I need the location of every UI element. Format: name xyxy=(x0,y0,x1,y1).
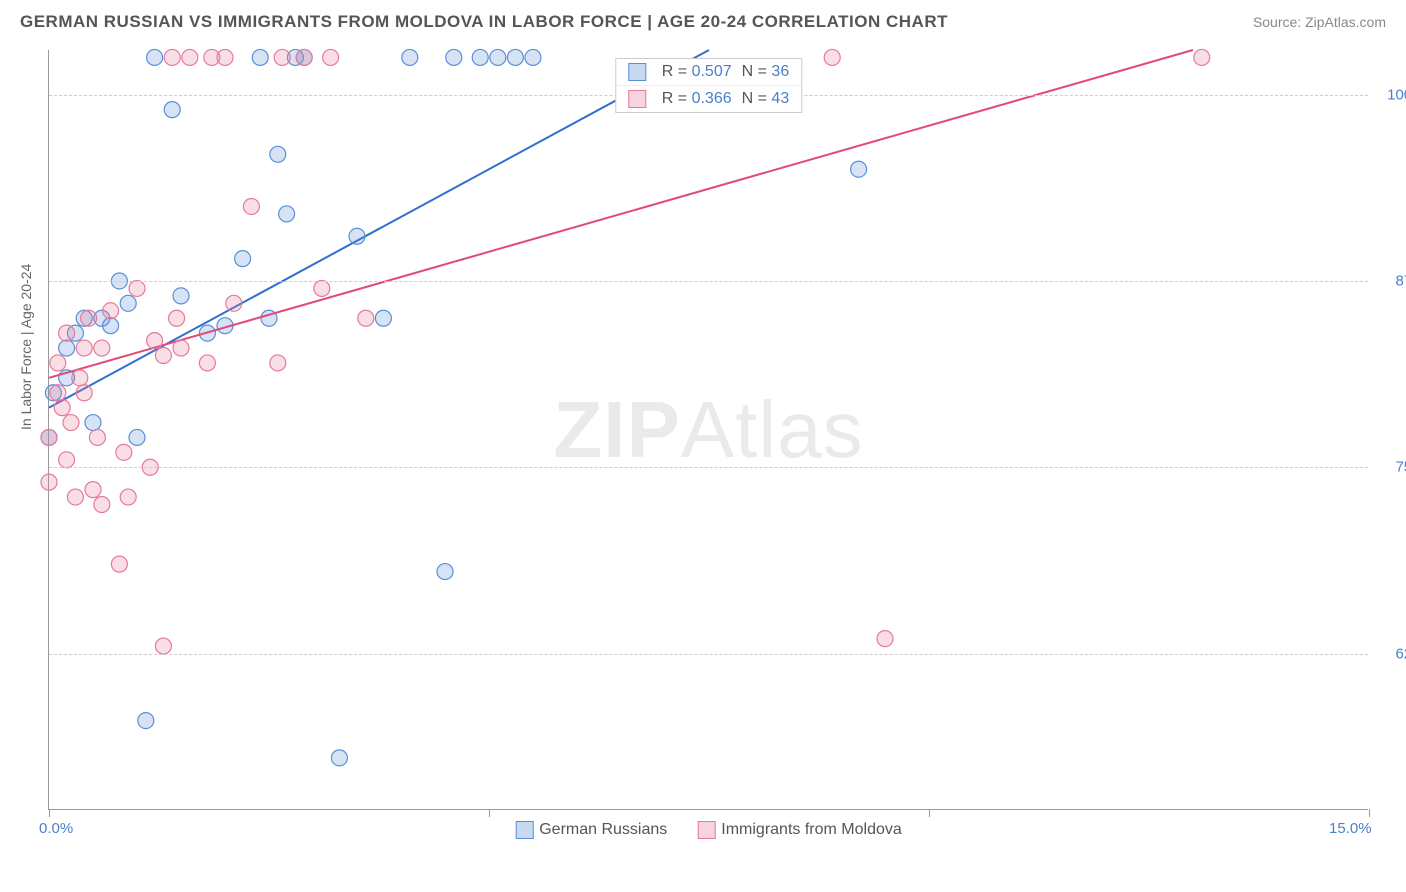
data-point xyxy=(270,355,286,371)
data-point xyxy=(76,340,92,356)
data-point xyxy=(877,631,893,647)
data-point xyxy=(129,280,145,296)
data-point xyxy=(199,355,215,371)
data-point xyxy=(274,49,290,65)
x-tick-label: 0.0% xyxy=(39,820,73,837)
data-point xyxy=(50,355,66,371)
data-point xyxy=(164,49,180,65)
data-point xyxy=(226,295,242,311)
legend-swatch-0 xyxy=(515,821,533,839)
data-point xyxy=(323,49,339,65)
data-point xyxy=(169,310,185,326)
data-point xyxy=(217,49,233,65)
data-point xyxy=(490,49,506,65)
data-point xyxy=(437,564,453,580)
data-point xyxy=(59,452,75,468)
y-tick-label: 87.5% xyxy=(1395,272,1406,289)
data-point xyxy=(89,429,105,445)
data-point xyxy=(63,415,79,431)
data-point xyxy=(138,713,154,729)
swatch-series-0 xyxy=(628,63,646,81)
data-point xyxy=(41,429,57,445)
data-point xyxy=(446,49,462,65)
scatter-plot-svg xyxy=(49,50,1368,809)
data-point xyxy=(59,325,75,341)
data-point xyxy=(472,49,488,65)
y-tick-label: 100.0% xyxy=(1387,86,1406,103)
data-point xyxy=(76,385,92,401)
stats-legend-box: R = 0.507 N = 36 R = 0.366 N = 43 xyxy=(615,58,802,113)
legend-swatch-1 xyxy=(697,821,715,839)
gridline-h xyxy=(49,281,1368,282)
data-point xyxy=(94,340,110,356)
data-point xyxy=(235,251,251,267)
data-point xyxy=(103,303,119,319)
data-point xyxy=(824,49,840,65)
legend-item-0: German Russians xyxy=(515,821,667,839)
x-tick xyxy=(929,809,930,817)
data-point xyxy=(103,318,119,334)
x-tick xyxy=(49,809,50,817)
data-point xyxy=(72,370,88,386)
data-point xyxy=(851,161,867,177)
data-point xyxy=(120,295,136,311)
data-point xyxy=(164,102,180,118)
data-point xyxy=(402,49,418,65)
y-tick-label: 75.0% xyxy=(1395,459,1406,476)
data-point xyxy=(147,333,163,349)
legend-item-1: Immigrants from Moldova xyxy=(697,821,902,839)
data-point xyxy=(85,482,101,498)
data-point xyxy=(94,497,110,513)
data-point xyxy=(507,49,523,65)
data-point xyxy=(173,288,189,304)
data-point xyxy=(375,310,391,326)
data-point xyxy=(116,444,132,460)
data-point xyxy=(155,638,171,654)
data-point xyxy=(525,49,541,65)
source-attribution: Source: ZipAtlas.com xyxy=(1253,14,1386,30)
swatch-series-1 xyxy=(628,90,646,108)
data-point xyxy=(182,49,198,65)
stats-row-series-0: R = 0.507 N = 36 xyxy=(616,59,801,85)
data-point xyxy=(67,489,83,505)
data-point xyxy=(296,49,312,65)
regression-line xyxy=(49,50,709,408)
y-axis-label: In Labor Force | Age 20-24 xyxy=(18,264,34,430)
gridline-h xyxy=(49,654,1368,655)
x-tick-label: 15.0% xyxy=(1329,820,1372,837)
data-point xyxy=(252,49,268,65)
x-tick xyxy=(1369,809,1370,817)
data-point xyxy=(279,206,295,222)
data-point xyxy=(270,146,286,162)
data-point xyxy=(85,415,101,431)
data-point xyxy=(358,310,374,326)
stats-row-series-1: R = 0.366 N = 43 xyxy=(616,85,801,112)
data-point xyxy=(314,280,330,296)
data-point xyxy=(155,347,171,363)
gridline-h xyxy=(49,467,1368,468)
data-point xyxy=(54,400,70,416)
data-point xyxy=(81,310,97,326)
chart-title: GERMAN RUSSIAN VS IMMIGRANTS FROM MOLDOV… xyxy=(20,12,948,32)
data-point xyxy=(331,750,347,766)
chart-area: ZIPAtlas R = 0.507 N = 36 R = 0.366 N = … xyxy=(48,50,1368,810)
x-tick xyxy=(489,809,490,817)
data-point xyxy=(243,198,259,214)
data-point xyxy=(129,429,145,445)
data-point xyxy=(349,228,365,244)
data-point xyxy=(50,385,66,401)
data-point xyxy=(1194,49,1210,65)
legend-bottom: German Russians Immigrants from Moldova xyxy=(515,821,902,839)
data-point xyxy=(120,489,136,505)
data-point xyxy=(59,340,75,356)
y-tick-label: 62.5% xyxy=(1395,645,1406,662)
data-point xyxy=(173,340,189,356)
data-point xyxy=(147,49,163,65)
data-point xyxy=(41,474,57,490)
data-point xyxy=(111,556,127,572)
